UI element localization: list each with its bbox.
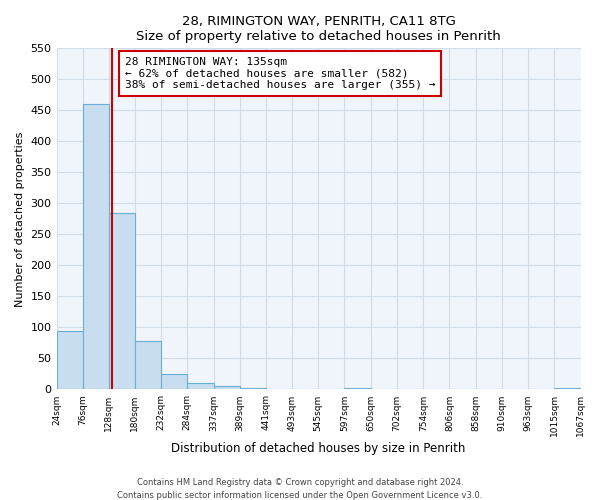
Bar: [83, 104, 109, 390]
Bar: [214, 386, 240, 390]
Bar: [161, 374, 187, 390]
Bar: [135, 341, 161, 390]
X-axis label: Distribution of detached houses by size in Penrith: Distribution of detached houses by size …: [172, 442, 466, 455]
Bar: [187, 384, 214, 390]
Title: 28, RIMINGTON WAY, PENRITH, CA11 8TG
Size of property relative to detached house: 28, RIMINGTON WAY, PENRITH, CA11 8TG Siz…: [136, 15, 501, 43]
Bar: [554, 388, 580, 390]
Bar: [240, 388, 266, 390]
Bar: [344, 388, 371, 390]
Text: Contains HM Land Registry data © Crown copyright and database right 2024.
Contai: Contains HM Land Registry data © Crown c…: [118, 478, 482, 500]
Bar: [109, 212, 135, 390]
Y-axis label: Number of detached properties: Number of detached properties: [15, 131, 25, 306]
Text: 28 RIMINGTON WAY: 135sqm
← 62% of detached houses are smaller (582)
38% of semi-: 28 RIMINGTON WAY: 135sqm ← 62% of detach…: [125, 57, 435, 90]
Bar: [56, 330, 83, 390]
